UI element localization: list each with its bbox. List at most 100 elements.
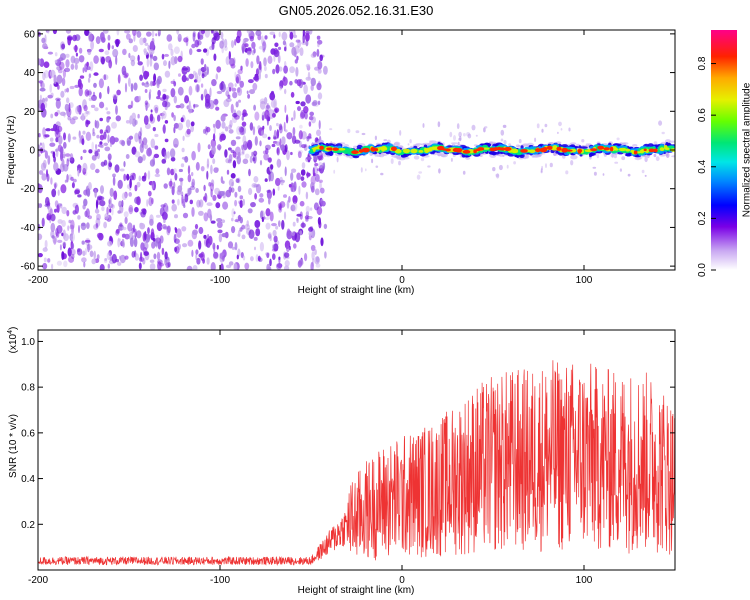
noise-speckle — [173, 233, 177, 243]
noise-speckle — [132, 45, 138, 52]
noise-speckle — [295, 100, 300, 105]
noise-speckle — [99, 264, 105, 270]
noise-speckle — [187, 239, 194, 247]
noise-speckle — [159, 262, 164, 267]
noise-speckle — [273, 136, 278, 140]
noise-speckle — [310, 53, 317, 58]
signal-blob — [532, 155, 540, 158]
noise-speckle — [205, 126, 211, 133]
snr-y-tick-label: 0.2 — [21, 520, 35, 531]
noise-speckle — [208, 45, 215, 51]
noise-speckle — [62, 151, 66, 159]
noise-speckle — [195, 249, 199, 255]
noise-speckle — [45, 30, 50, 33]
noise-speckle — [274, 42, 279, 48]
noise-speckle — [74, 63, 78, 70]
noise-speckle — [121, 140, 126, 147]
noise-speckle — [293, 110, 296, 120]
noise-speckle — [240, 126, 247, 135]
signal-blob — [374, 153, 378, 157]
signal-blob — [361, 147, 370, 153]
noise-speckle — [150, 228, 155, 238]
noise-speckle — [320, 237, 324, 247]
noise-speckle — [266, 104, 271, 109]
noise-speckle — [290, 204, 296, 212]
noise-speckle — [427, 165, 431, 168]
noise-speckle — [143, 143, 148, 149]
noise-speckle — [63, 132, 66, 141]
noise-speckle — [130, 59, 136, 67]
noise-speckle — [310, 77, 316, 87]
noise-speckle — [175, 104, 181, 109]
noise-speckle — [194, 223, 199, 230]
noise-speckle — [45, 128, 51, 132]
noise-speckle — [282, 76, 288, 86]
noise-speckle — [87, 49, 92, 56]
signal-blob — [546, 145, 553, 150]
noise-speckle — [275, 108, 278, 114]
noise-speckle — [125, 33, 131, 40]
noise-speckle — [143, 82, 150, 88]
noise-speckle — [506, 164, 509, 169]
noise-speckle — [245, 58, 249, 67]
signal-blob — [427, 142, 432, 146]
signal-blob — [312, 147, 316, 152]
noise-speckle — [200, 83, 204, 88]
noise-speckle — [180, 163, 185, 168]
noise-speckle — [206, 202, 213, 207]
signal-blob — [625, 148, 631, 152]
signal-blob — [590, 148, 598, 152]
noise-speckle — [492, 167, 496, 172]
noise-speckle — [118, 238, 121, 242]
noise-speckle — [299, 47, 304, 56]
noise-speckle — [305, 191, 309, 200]
noise-speckle — [285, 114, 289, 124]
noise-speckle — [237, 86, 243, 96]
noise-speckle — [228, 82, 234, 89]
noise-speckle — [103, 74, 107, 81]
noise-speckle — [170, 156, 176, 162]
noise-speckle — [498, 164, 503, 171]
noise-speckle — [149, 259, 155, 263]
noise-speckle — [518, 139, 522, 144]
noise-speckle — [118, 200, 122, 208]
noise-speckle — [196, 257, 201, 265]
noise-speckle — [407, 143, 410, 146]
noise-speckle — [227, 241, 234, 249]
noise-speckle — [219, 135, 223, 142]
noise-speckle — [86, 90, 92, 96]
noise-speckle — [123, 173, 127, 182]
noise-speckle — [308, 116, 314, 121]
noise-speckle — [138, 135, 142, 144]
noise-speckle — [93, 55, 99, 64]
noise-speckle — [276, 158, 282, 168]
noise-speckle — [305, 94, 312, 104]
noise-speckle — [63, 260, 68, 268]
noise-speckle — [231, 246, 236, 250]
noise-speckle — [450, 157, 453, 162]
noise-speckle — [136, 30, 142, 38]
noise-speckle — [192, 32, 196, 42]
noise-speckle — [49, 208, 54, 217]
noise-speckle — [61, 77, 66, 87]
noise-speckle — [278, 206, 283, 213]
noise-speckle — [198, 240, 202, 250]
noise-speckle — [59, 244, 62, 251]
noise-speckle — [268, 109, 275, 119]
noise-speckle — [168, 43, 173, 51]
noise-speckle — [48, 202, 51, 206]
noise-speckle — [58, 61, 65, 70]
noise-speckle — [99, 129, 104, 134]
noise-speckle — [291, 117, 294, 121]
signal-blob — [580, 146, 588, 149]
noise-speckle — [84, 210, 88, 217]
colorbar-tick-label: 0.2 — [697, 211, 708, 225]
noise-speckle — [205, 93, 211, 104]
noise-speckle — [560, 128, 563, 131]
noise-speckle — [283, 211, 287, 220]
noise-speckle — [308, 227, 314, 232]
noise-speckle — [112, 176, 116, 186]
noise-speckle — [293, 243, 297, 249]
noise-speckle — [50, 113, 54, 119]
noise-speckle — [207, 144, 211, 150]
